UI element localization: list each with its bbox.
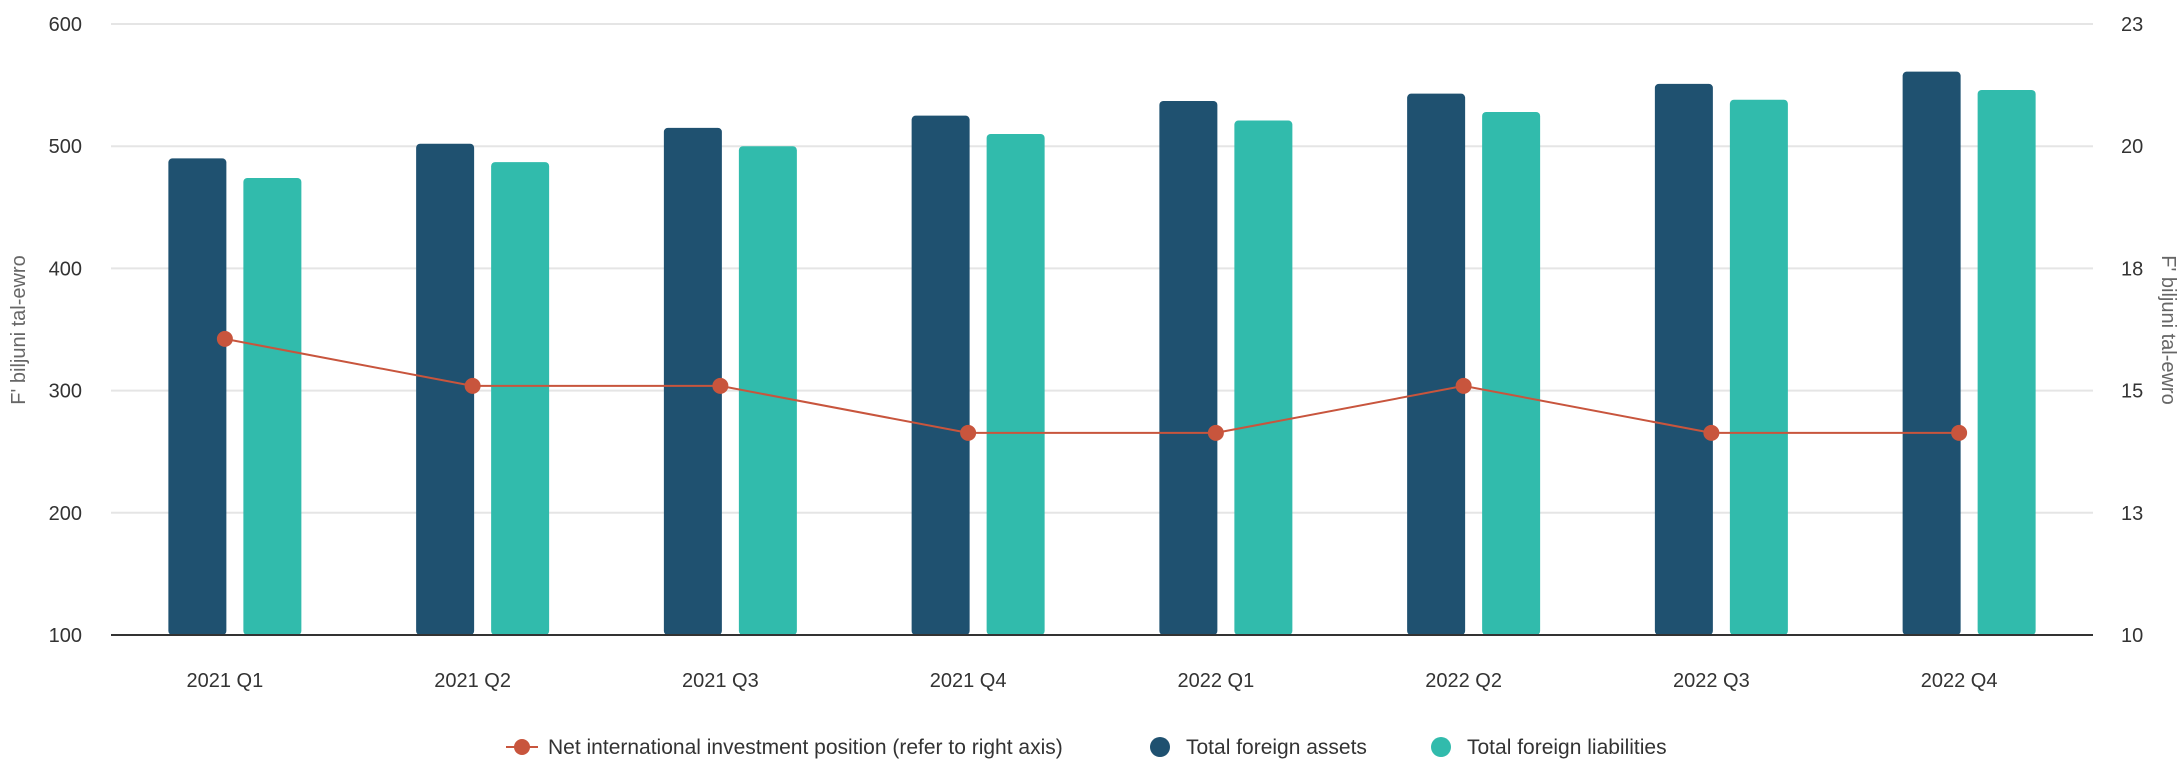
y-left-axis-title: F' biljuni tal-ewro (8, 255, 30, 404)
x-tick-label: 2022 Q4 (1921, 670, 1998, 692)
legend-assets-swatch (1150, 737, 1170, 757)
y-right-tick-label: 18 (2121, 258, 2143, 280)
axes: 100 200 300 400 500 600 10 13 15 18 20 23 F' biljuni… (8, 14, 2179, 692)
net-iip-point (712, 377, 729, 394)
y-right-tick-label: 10 (2121, 625, 2143, 647)
legend-net-iip-label: Net international investment position (r… (548, 736, 1063, 759)
bar-total-foreign-assets (1654, 83, 1713, 636)
net-iip-point (1207, 424, 1224, 441)
net-iip-point (1951, 424, 1968, 441)
net-iip-point (1703, 424, 1720, 441)
net-iip-point (960, 424, 977, 441)
y-left-tick-label: 400 (49, 258, 82, 280)
x-tick-label: 2021 Q4 (930, 670, 1007, 692)
bar-total-foreign-liabilities (738, 146, 797, 635)
legend: Net international investment position (r… (506, 736, 1667, 759)
x-tick-label: 2022 Q2 (1425, 670, 1502, 692)
net-iip-point (464, 377, 481, 394)
y-left-tick-label: 300 (49, 381, 82, 403)
net-iip-point (1455, 377, 1472, 394)
x-tick-label: 2021 Q2 (434, 670, 511, 692)
x-tick-label: 2021 Q3 (682, 670, 759, 692)
x-tick-label: 2021 Q1 (187, 670, 264, 692)
bar-total-foreign-assets (663, 127, 722, 636)
y-left-tick-label: 600 (49, 14, 82, 36)
bar-total-foreign-assets (168, 158, 227, 636)
bar-total-foreign-assets (1407, 93, 1466, 636)
gridlines (111, 23, 2093, 514)
legend-liabilities-label: Total foreign liabilities (1467, 736, 1667, 759)
y-left-tick-label: 500 (49, 136, 82, 158)
x-tick-label: 2022 Q1 (1178, 670, 1255, 692)
bar-total-foreign-assets (1902, 71, 1961, 635)
y-right-tick-label: 13 (2121, 503, 2143, 525)
y-left-tick-label: 100 (49, 625, 82, 647)
net-iip-line-path (224, 337, 1960, 434)
y-right-axis-title: F' biljuni tal-ewro (2157, 255, 2179, 404)
y-right-tick-label: 20 (2121, 136, 2143, 158)
bar-total-foreign-liabilities (491, 162, 550, 635)
bar-total-foreign-liabilities (243, 177, 302, 636)
bar-total-foreign-assets (416, 143, 475, 636)
bar-total-foreign-liabilities (1977, 89, 2036, 636)
legend-line-marker (514, 739, 530, 755)
bar-total-foreign-assets (1159, 100, 1218, 635)
bar-total-foreign-liabilities (1482, 111, 1541, 635)
net-iip-point (216, 330, 233, 347)
bar-total-foreign-liabilities (1729, 99, 1788, 636)
y-left-tick-label: 200 (49, 503, 82, 525)
y-right-tick-label: 23 (2121, 14, 2143, 36)
bar-total-foreign-liabilities (1234, 120, 1293, 635)
legend-liabilities-swatch (1431, 737, 1451, 757)
bar-total-foreign-assets (911, 115, 970, 635)
legend-assets-label: Total foreign assets (1186, 736, 1367, 759)
x-tick-label: 2022 Q3 (1673, 670, 1750, 692)
net-iip-line (216, 330, 1968, 441)
bar-total-foreign-liabilities (986, 133, 1045, 636)
y-right-tick-label: 15 (2121, 381, 2143, 403)
bars (168, 71, 2036, 636)
